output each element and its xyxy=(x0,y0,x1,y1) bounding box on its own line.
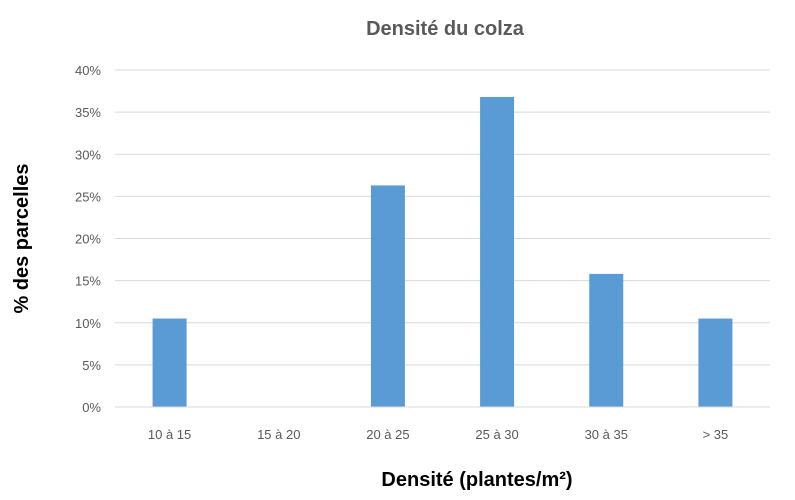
y-tick-label: 20% xyxy=(75,232,101,247)
y-tick-label: 10% xyxy=(75,316,101,331)
bars xyxy=(152,96,733,408)
y-axis-ticks: 0% 5% 10% 15% 20% 25% 30% 35% 40% xyxy=(75,63,101,415)
bar xyxy=(589,273,624,407)
x-tick-label: 20 à 25 xyxy=(366,427,409,442)
y-tick-label: 30% xyxy=(75,147,101,162)
bar xyxy=(698,318,733,407)
y-tick-label: 15% xyxy=(75,274,101,289)
chart-title: Densité du colza xyxy=(366,18,525,40)
y-tick-label: 35% xyxy=(75,105,101,120)
x-tick-label: 30 à 35 xyxy=(585,427,628,442)
x-tick-label: 15 à 20 xyxy=(257,427,300,442)
y-tick-label: 25% xyxy=(75,189,101,204)
bar xyxy=(152,318,187,407)
y-tick-label: 40% xyxy=(75,63,101,78)
x-tick-label: 10 à 15 xyxy=(148,427,191,442)
x-tick-label: > 35 xyxy=(703,427,729,442)
x-tick-label: 25 à 30 xyxy=(475,427,518,442)
bar xyxy=(370,185,405,407)
x-axis-ticks: 10 à 15 15 à 20 20 à 25 25 à 30 30 à 35 > 35 xyxy=(148,427,728,442)
y-tick-label: 0% xyxy=(82,400,101,415)
x-axis-title: Densité (plantes/m²) xyxy=(381,469,572,491)
bar xyxy=(480,96,515,408)
gridlines xyxy=(115,69,770,366)
y-tick-label: 5% xyxy=(82,358,101,373)
y-axis-title: % des parcelles xyxy=(11,163,33,313)
